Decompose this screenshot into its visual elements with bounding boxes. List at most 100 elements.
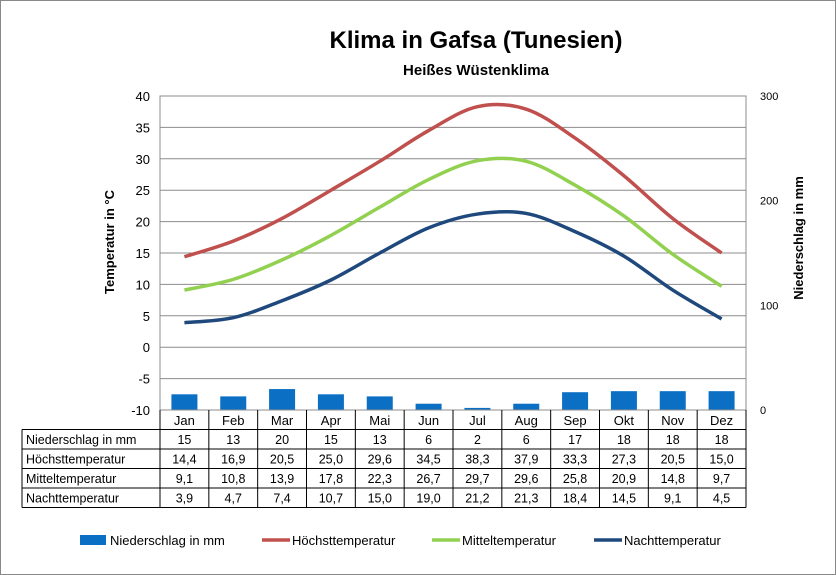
precipitation-bar [220, 396, 247, 410]
nachttemperatur-line [184, 209, 723, 325]
table-cell: 18 [715, 433, 729, 447]
table-cell: 21,2 [465, 492, 489, 506]
h-chsttemperatur-line [183, 102, 723, 259]
table-row-label: Nachttemperatur [26, 492, 119, 506]
table-cell: 3,9 [176, 492, 193, 506]
chart-subtitle: Heißes Wüstenklima [403, 62, 550, 79]
table-cell: 29,7 [465, 472, 489, 486]
y2-tick-label: 200 [760, 196, 778, 208]
table-cell: 13 [373, 433, 387, 447]
y-tick-label: 30 [136, 152, 150, 167]
x-tick-label: Okt [614, 413, 635, 428]
y-tick-label: 20 [136, 215, 150, 230]
table-cell: 17 [568, 433, 582, 447]
precipitation-bar [415, 403, 442, 410]
x-tick-label: Sep [564, 413, 587, 428]
x-tick-label: Mai [369, 413, 390, 428]
table-cell: 38,3 [465, 453, 489, 467]
precipitation-bar [513, 403, 540, 410]
table-cell: 34,5 [416, 453, 440, 467]
table-cell: 14,8 [661, 472, 685, 486]
table-row-label: Mitteltemperatur [26, 472, 116, 486]
chart-title: Klima in Gafsa (Tunesien) [330, 27, 623, 54]
precipitation-bar [610, 391, 637, 410]
precipitation-bar [269, 389, 296, 410]
legend-label: Höchsttemperatur [292, 533, 396, 548]
table-cell: 29,6 [514, 472, 538, 486]
y-tick-label: 10 [136, 277, 150, 292]
y-tick-label: 40 [136, 89, 150, 104]
table-cell: 6 [425, 433, 432, 447]
table-cell: 14,4 [172, 453, 196, 467]
table-cell: 13 [226, 433, 240, 447]
table-row-label: Höchsttemperatur [26, 453, 125, 467]
y2-axis-title: Niederschlag in mm [791, 176, 806, 300]
table-cell: 7,4 [273, 492, 290, 506]
table-cell: 9,1 [176, 472, 193, 486]
x-tick-label: Nov [661, 413, 685, 428]
table-cell: 2 [474, 433, 481, 447]
table-cell: 22,3 [368, 472, 392, 486]
precipitation-bar [464, 407, 491, 410]
table-cell: 29,6 [368, 453, 392, 467]
y-tick-label: 35 [136, 120, 150, 135]
y-tick-label: 0 [143, 340, 150, 355]
x-tick-label: Dez [710, 413, 733, 428]
y-tick-label: -10 [131, 403, 150, 418]
y-tick-label: 5 [143, 309, 150, 324]
legend-swatch-bar [80, 535, 106, 545]
table-cell: 4,5 [713, 492, 730, 506]
x-tick-label: Jun [418, 413, 439, 428]
precipitation-bar [562, 392, 589, 410]
x-tick-label: Feb [222, 413, 244, 428]
y2-tick-label: 100 [760, 300, 778, 312]
x-tick-label: Jul [469, 413, 486, 428]
table-cell: 20 [275, 433, 289, 447]
table-cell: 26,7 [416, 472, 440, 486]
mitteltemperatur-line [184, 156, 723, 292]
table-cell: 15,0 [368, 492, 392, 506]
legend-label: Mitteltemperatur [462, 533, 557, 548]
table-cell: 14,5 [612, 492, 636, 506]
y-tick-label: -5 [138, 372, 150, 387]
x-tick-label: Mar [271, 413, 294, 428]
table-cell: 16,9 [221, 453, 245, 467]
table-cell: 18 [617, 433, 631, 447]
x-tick-label: Apr [321, 413, 342, 428]
table-cell: 15 [177, 433, 191, 447]
y-axis-title: Temperatur in °C [102, 189, 117, 294]
table-cell: 15 [324, 433, 338, 447]
y2-tick-label: 0 [760, 405, 766, 417]
table-cell: 20,5 [270, 453, 294, 467]
y2-tick-label: 300 [760, 91, 778, 103]
precipitation-bar [659, 391, 686, 410]
x-tick-label: Jan [174, 413, 195, 428]
table-cell: 19,0 [416, 492, 440, 506]
table-cell: 9,1 [664, 492, 681, 506]
y-tick-label: 15 [136, 246, 150, 261]
legend-label: Niederschlag in mm [110, 533, 225, 548]
table-cell: 37,9 [514, 453, 538, 467]
table-cell: 25,8 [563, 472, 587, 486]
precipitation-bar [708, 391, 735, 410]
y-tick-label: 25 [136, 183, 150, 198]
table-cell: 9,7 [713, 472, 730, 486]
x-tick-label: Aug [515, 413, 538, 428]
precipitation-bar [317, 394, 344, 410]
table-cell: 18,4 [563, 492, 587, 506]
table-row-label: Niederschlag in mm [26, 433, 136, 447]
table-cell: 20,9 [612, 472, 636, 486]
table-cell: 10,8 [221, 472, 245, 486]
table-cell: 17,8 [319, 472, 343, 486]
table-cell: 4,7 [225, 492, 242, 506]
table-cell: 13,9 [270, 472, 294, 486]
table-cell: 15,0 [709, 453, 733, 467]
table-cell: 10,7 [319, 492, 343, 506]
table-cell: 6 [523, 433, 530, 447]
precipitation-bar [366, 396, 393, 410]
table-cell: 27,3 [612, 453, 636, 467]
precipitation-bar [171, 394, 198, 410]
table-cell: 25,0 [319, 453, 343, 467]
table-cell: 18 [666, 433, 680, 447]
